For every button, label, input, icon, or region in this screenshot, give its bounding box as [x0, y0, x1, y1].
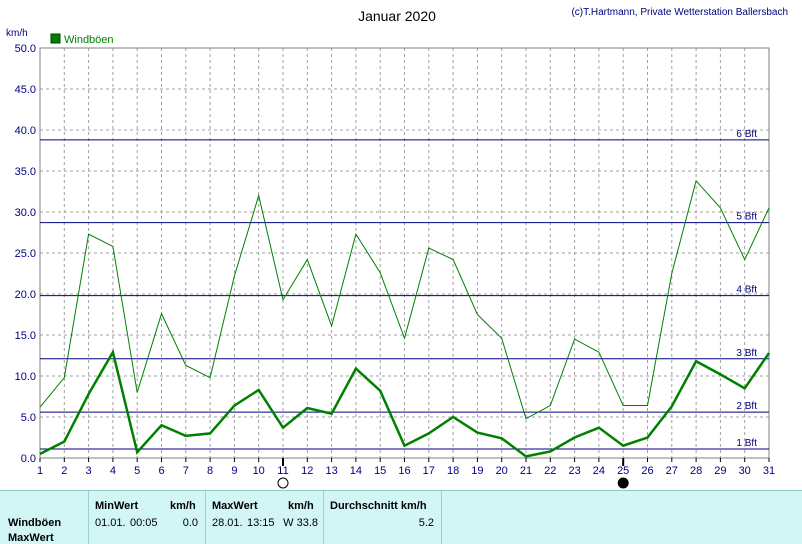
- beaufort-label: 2 Bft: [736, 401, 757, 412]
- series-line-gust-mean: [39, 348, 771, 458]
- x-tick-label: 6: [158, 465, 164, 477]
- chart-title: Januar 2020: [358, 8, 436, 24]
- y-tick-label: 40.0: [15, 125, 36, 137]
- y-tick-label: 35.0: [15, 166, 36, 178]
- x-tick-label: 27: [666, 465, 678, 477]
- legend-swatch: [50, 33, 61, 44]
- min-header: MinWert: [95, 500, 139, 512]
- beaufort-label: 4 Bft: [736, 285, 757, 296]
- x-tick-label: 7: [183, 465, 189, 477]
- y-tick-label: 5.0: [21, 412, 36, 424]
- x-tick-label: 23: [568, 465, 580, 477]
- x-tick-label: 28: [690, 465, 702, 477]
- x-tick-label: 16: [398, 465, 410, 477]
- x-tick-label: 18: [447, 465, 459, 477]
- x-tick-label: 21: [520, 465, 532, 477]
- x-tick-label: 11: [277, 465, 288, 477]
- y-tick-label: 50.0: [15, 43, 36, 55]
- panel-divider: [88, 491, 89, 544]
- x-tick-label: 5: [134, 465, 140, 477]
- row-label-gusts: Windböen: [8, 517, 62, 529]
- beaufort-label: 5 Bft: [736, 212, 757, 223]
- panel-divider: [323, 491, 324, 544]
- y-axis-label: km/h: [6, 28, 28, 39]
- legend-label: Windböen: [64, 34, 114, 46]
- x-tick-label: 26: [641, 465, 653, 477]
- max-header: MaxWert: [212, 500, 258, 512]
- moon-phases: [277, 458, 629, 489]
- statistics-panel: Windböen MaxWert MinWert km/h 01.01. 00:…: [0, 490, 802, 544]
- beaufort-label: 6 Bft: [736, 129, 757, 140]
- x-tick-label: 19: [471, 465, 483, 477]
- x-tick-label: 15: [374, 465, 386, 477]
- average-value: 5.2: [418, 517, 434, 529]
- x-tick-label: 22: [544, 465, 556, 477]
- x-tick-label: 1: [37, 465, 43, 477]
- average-header: Durchschnitt km/h: [330, 500, 427, 512]
- x-tick-label: 8: [207, 465, 213, 477]
- max-unit: km/h: [288, 500, 314, 512]
- y-tick-label: 15.0: [15, 330, 36, 342]
- full-moon-icon: [277, 477, 289, 489]
- max-value: W 33.8: [283, 517, 318, 529]
- panel-divider: [205, 491, 206, 544]
- panel-divider: [441, 491, 442, 544]
- x-tick-label: 14: [350, 465, 362, 477]
- x-tick-label: 17: [423, 465, 435, 477]
- min-date: 01.01.: [95, 517, 126, 529]
- x-tick-label: 4: [110, 465, 116, 477]
- x-tick-label: 9: [231, 465, 237, 477]
- x-tick-label: 29: [714, 465, 726, 477]
- x-tick-label: 25: [617, 465, 629, 477]
- beaufort-lines: 1 Bft 2 Bft 3 Bft 4 Bft 5 Bft 6 Bft: [40, 129, 769, 450]
- y-tick-label: 10.0: [15, 371, 36, 383]
- y-tick-label: 30.0: [15, 207, 36, 219]
- grid: [39, 47, 770, 459]
- x-tick-label: 12: [301, 465, 313, 477]
- row-label-max: MaxWert: [8, 532, 54, 544]
- series-line-gust-peak: [39, 179, 770, 420]
- y-tick-label: 45.0: [15, 84, 36, 96]
- series-lines: [39, 179, 771, 458]
- wind-gust-chart: Januar 2020 (c)T.Hartmann, Private Wette…: [6, 7, 788, 489]
- beaufort-label: 1 Bft: [736, 438, 757, 449]
- x-tick-label: 31: [763, 465, 775, 477]
- max-time: 13:15: [247, 517, 275, 529]
- beaufort-label: 3 Bft: [736, 348, 757, 359]
- min-unit: km/h: [170, 500, 196, 512]
- x-tick-label: 20: [496, 465, 508, 477]
- chart-credit: (c)T.Hartmann, Private Wetterstation Bal…: [571, 7, 788, 18]
- y-tick-label: 20.0: [15, 289, 36, 301]
- x-tick-label: 10: [253, 465, 265, 477]
- min-time: 00:05: [130, 517, 158, 529]
- x-tick-label: 30: [739, 465, 751, 477]
- x-tick-label: 13: [325, 465, 337, 477]
- x-tick-label: 2: [61, 465, 67, 477]
- new-moon-icon: [617, 477, 629, 489]
- y-tick-label: 25.0: [15, 248, 36, 260]
- axis-ticks: 0.0 5.0 10.0 15.0 20.0 25.0 30.0 35.0 40.0 45.0 50…: [15, 43, 776, 477]
- y-tick-label: 0.0: [21, 453, 36, 465]
- x-tick-label: 24: [593, 465, 605, 477]
- min-value: 0.0: [182, 517, 198, 529]
- max-date: 28.01.: [212, 517, 243, 529]
- x-tick-label: 3: [86, 465, 92, 477]
